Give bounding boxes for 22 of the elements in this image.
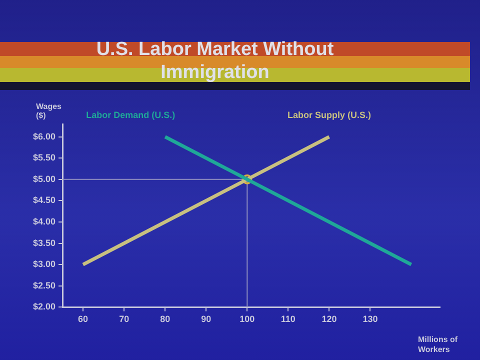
y-tick-label: $6.00	[32, 131, 56, 142]
text: Labor Supply (U.S.)	[287, 110, 371, 120]
x-tick-label: 80	[160, 314, 170, 324]
x-tick-label: 60	[78, 314, 88, 324]
x-tick-label: 120	[322, 314, 337, 324]
y-tick-label: $3.00	[32, 259, 56, 270]
y-axis-title: Wages ($)	[36, 102, 62, 120]
chart-title: U.S. Labor Market Without Immigration	[95, 38, 335, 84]
y-tick-label: $5.50	[32, 152, 56, 163]
x-tick-label: 90	[201, 314, 212, 324]
x-tick-label: 130	[362, 314, 378, 324]
y-tick-label: $4.00	[32, 216, 56, 226]
x-tick-label: 70	[119, 314, 130, 324]
y-tick-label: $4.50	[32, 195, 56, 206]
y-tick-label: $5.00	[32, 174, 56, 184]
y-tick-label: $3.50	[32, 238, 56, 248]
x-axis-title: Millions of Workers	[418, 335, 458, 354]
y-tick-label: $2.50	[32, 280, 56, 290]
x-tick-label: 100	[240, 314, 255, 324]
text: Labor Demand (U.S.)	[86, 110, 176, 120]
y-tick-label: $2.00	[32, 302, 56, 312]
x-tick-label: 110	[280, 314, 296, 324]
